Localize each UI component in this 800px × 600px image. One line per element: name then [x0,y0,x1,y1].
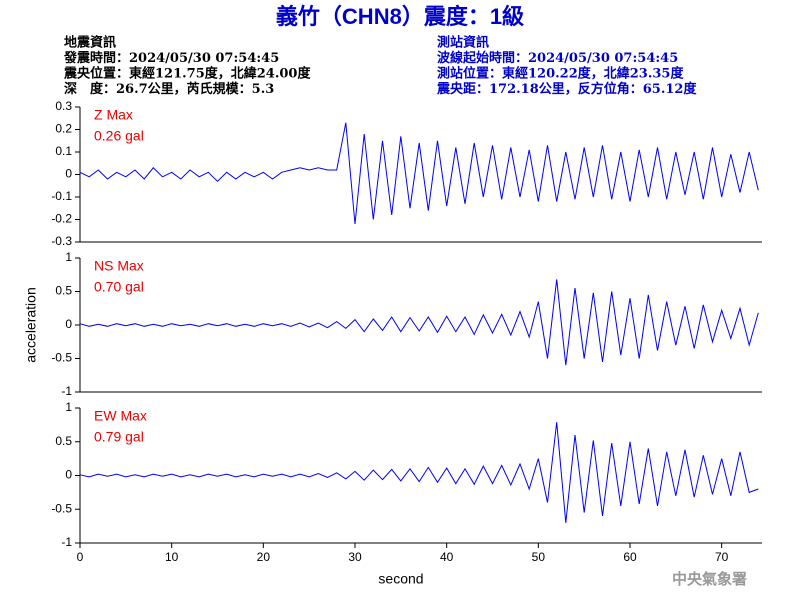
peak-label: 0.79 gal [94,429,144,445]
y-tick-label: -0.2 [51,212,72,226]
y-tick-label: -0.3 [51,234,72,248]
info-line: 測站資訊 [437,35,489,51]
y-axis-label: acceleration [23,287,39,363]
y-tick-label: 0.5 [55,434,72,448]
y-tick-label: -0.1 [51,189,72,203]
peak-name: Z Max [94,107,133,123]
peak-label: 0.26 gal [94,128,144,144]
y-tick-label: 0 [65,317,72,331]
y-tick-label: -1 [61,384,72,398]
info-line: 波線起始時間：2024/05/30 07:54:45 [437,50,678,66]
y-tick-label: 0 [65,167,72,181]
y-tick-label: -1 [61,535,72,549]
waveform [79,422,759,523]
x-tick-label: 50 [532,550,546,564]
x-tick-label: 10 [165,550,179,564]
y-tick-label: 0 [65,468,72,482]
info-line: 震央距：172.18公里，反方位角：65.12度 [436,81,697,97]
info-line: 測站位置：東經120.22度，北緯23.35度 [437,66,684,82]
info-line: 深 度：26.7公里，芮氏規模：5.3 [64,81,274,97]
x-tick-label: 0 [77,550,84,564]
info-line: 震央位置：東經121.75度，北緯24.00度 [63,66,311,82]
x-tick-label: 70 [715,550,729,564]
y-tick-label: 1 [65,250,72,264]
y-tick-label: -0.5 [51,351,72,365]
info-line: 地震資訊 [64,35,116,51]
peak-label: 0.70 gal [94,279,144,295]
y-tick-label: 0.5 [55,284,72,298]
waveform [79,122,759,225]
x-tick-label: 30 [348,550,362,564]
y-tick-label: 0.3 [55,99,72,113]
y-tick-label: 0.1 [55,144,72,158]
peak-name: EW Max [94,408,147,424]
y-tick-label: 1 [65,400,72,414]
x-tick-label: 20 [257,550,271,564]
x-tick-label: 60 [623,550,637,564]
peak-name: NS Max [94,258,144,274]
x-tick-label: 40 [440,550,454,564]
x-axis-label: second [378,571,423,587]
waveform [79,279,759,366]
info-line: 發震時間：2024/05/30 07:54:45 [63,50,279,66]
credit: 中央氣象署 [672,570,747,588]
y-tick-label: 0.2 [55,122,72,136]
title: 義竹（CHN8）震度：1級 [276,4,524,29]
y-tick-label: -0.5 [51,501,72,515]
